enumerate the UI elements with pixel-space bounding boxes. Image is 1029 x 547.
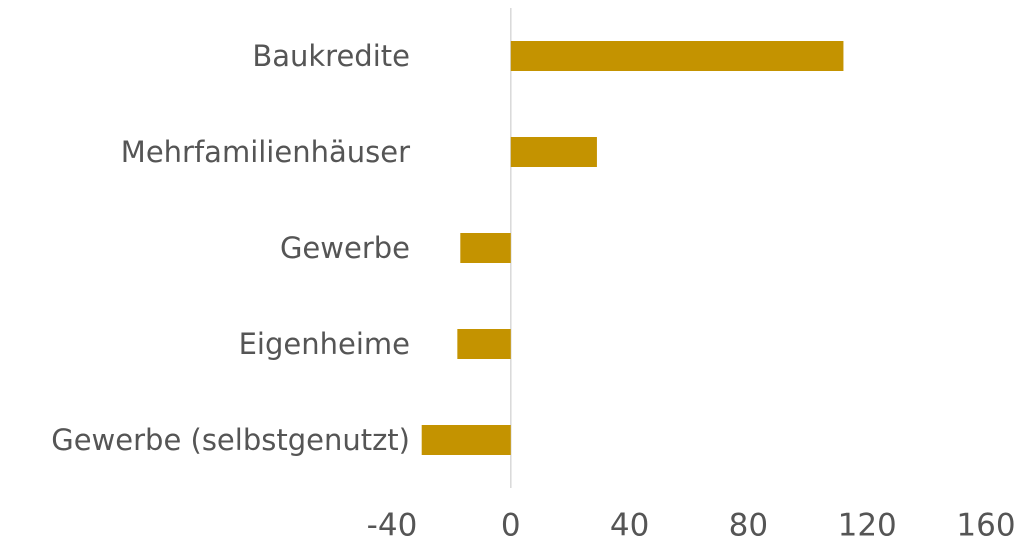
x-tick-label: 40 — [610, 508, 649, 544]
y-tick-label: Gewerbe — [280, 231, 410, 265]
bar — [510, 137, 597, 167]
y-tick-label: Baukredite — [252, 39, 410, 73]
y-tick-label: Eigenheime — [239, 327, 410, 361]
x-tick-label: -40 — [367, 508, 418, 544]
bar — [457, 329, 511, 359]
x-tick-label: 80 — [729, 508, 768, 544]
x-tick-label: 120 — [838, 508, 897, 544]
bar — [460, 233, 511, 263]
x-tick-label: 0 — [501, 508, 521, 544]
y-tick-label: Mehrfamilienhäuser — [121, 135, 410, 169]
y-tick-label: Gewerbe (selbstgenutzt) — [51, 423, 410, 457]
bar — [421, 425, 511, 455]
x-tick-label: 160 — [956, 508, 1015, 544]
bar — [510, 41, 844, 71]
